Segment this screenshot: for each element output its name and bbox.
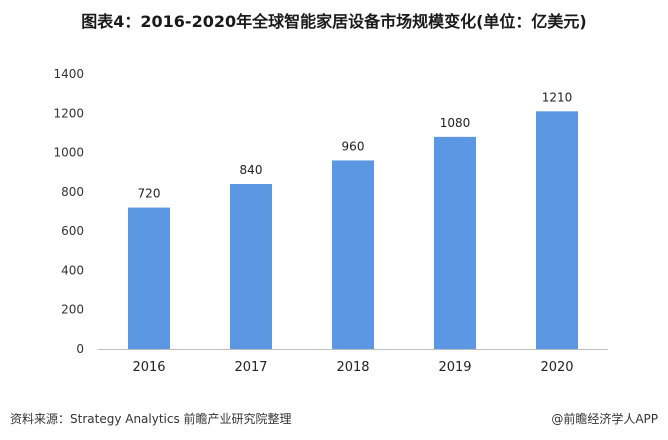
bar-2019	[434, 136, 476, 349]
data-label-2019: 1080	[440, 116, 471, 130]
data-label-2020: 1210	[542, 90, 573, 104]
y-tick-label: 1400	[53, 67, 84, 81]
y-tick-label: 1200	[53, 106, 84, 120]
x-axis-tick-labels: 2016 2017 2018 2019 2020	[132, 360, 573, 375]
bar-2020	[536, 111, 578, 349]
y-tick-label: 0	[76, 342, 84, 356]
y-tick-label: 600	[61, 224, 84, 238]
y-tick-label: 400	[61, 263, 84, 277]
y-tick-label: 1000	[53, 146, 84, 160]
x-tick-label-2018: 2018	[336, 360, 369, 375]
x-tick-label-2019: 2019	[438, 360, 471, 375]
data-label-2018: 960	[342, 139, 365, 153]
y-axis: 0 200 400 600 800 1000 1200 1400	[53, 67, 84, 356]
bar-2017	[230, 184, 272, 349]
brand-note: @前瞻经济学人APP	[551, 412, 658, 426]
data-label-2017: 840	[240, 163, 263, 177]
y-tick-label: 800	[61, 185, 84, 199]
x-tick-label-2020: 2020	[540, 360, 573, 375]
bar-series	[128, 111, 578, 349]
bar-2018	[332, 160, 374, 349]
x-tick-label-2017: 2017	[234, 360, 267, 375]
data-labels: 720 840 960 1080 1210	[138, 90, 573, 200]
source-note: 资料来源：Strategy Analytics 前瞻产业研究院整理	[10, 412, 292, 426]
chart-title: 图表4：2016-2020年全球智能家居设备市场规模变化(单位：亿美元)	[81, 12, 587, 31]
y-tick-label: 200	[61, 303, 84, 317]
data-label-2016: 720	[138, 187, 161, 201]
x-tick-label-2016: 2016	[132, 360, 165, 375]
bar-2016	[128, 207, 170, 349]
